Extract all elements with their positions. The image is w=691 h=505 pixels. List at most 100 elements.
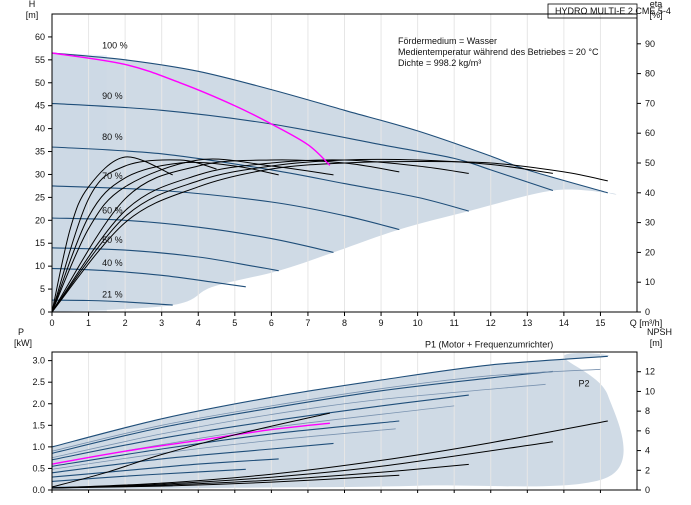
x-tick-label: 11 (450, 318, 459, 328)
speed-curve (51, 185, 400, 231)
p-axis-label: P (18, 327, 24, 337)
x-tick-label: 6 (269, 318, 274, 328)
power-duty-curve (51, 422, 330, 465)
npsh-curve (51, 474, 400, 489)
efficiency-curve (51, 160, 608, 313)
speed-label: 60 % (102, 205, 123, 215)
speed-label: 50 % (102, 235, 123, 245)
efficiency-curve (51, 159, 400, 313)
efficiency-curve (51, 158, 334, 313)
p1-curve (51, 442, 334, 474)
npsh-tick-label: 10 (645, 386, 655, 396)
speed-curve (51, 299, 173, 306)
y-tick-label: 40 (35, 124, 45, 134)
efficiency-curve (51, 156, 173, 313)
y-tick-label: 55 (35, 55, 45, 65)
x-tick-label: 10 (413, 318, 423, 328)
p-tick-label: 1.5 (32, 420, 45, 430)
y2-tick-label: 60 (645, 128, 655, 138)
x-tick-label: 9 (379, 318, 384, 328)
y-tick-label: 30 (35, 169, 45, 179)
npsh-tick-label: 8 (645, 406, 650, 416)
speed-label: 90 % (102, 91, 123, 101)
p1-curve (51, 420, 400, 467)
y-tick-label: 10 (35, 261, 45, 271)
p1-series-label: P1 (Motor + Frequenzumrichter) (425, 340, 553, 350)
y-tick-label: 15 (35, 238, 45, 248)
y2-tick-label: 80 (645, 69, 655, 79)
y2-tick-label: 50 (645, 158, 655, 168)
y2-tick-label: 90 (645, 39, 655, 49)
speed-label: 40 % (102, 258, 123, 268)
chart-title: HYDRO MULTI-E 2 CME 5-4 (555, 6, 671, 16)
x-tick-label: 8 (342, 318, 347, 328)
p1-curve (51, 355, 608, 448)
y-tick-label: 50 (35, 78, 45, 88)
efficiency-curve (51, 159, 217, 313)
speed-curve (51, 52, 608, 194)
y2-axis-label: eta (650, 0, 663, 9)
x-tick-label: 13 (522, 318, 532, 328)
p-tick-label: 0.0 (32, 485, 45, 495)
x-tick-label: 5 (232, 318, 237, 328)
p2-series-label: P2 (579, 379, 590, 389)
x-axis-label: Q [m³/h] (630, 318, 663, 328)
p-tick-label: 3.0 (32, 356, 45, 366)
npsh-curve (51, 420, 608, 489)
speed-curve (51, 102, 554, 192)
x-tick-label: 2 (123, 318, 128, 328)
axes-layer (48, 3, 641, 493)
p2-curve (51, 428, 396, 470)
npsh-tick-label: 6 (645, 426, 650, 436)
y2-axis-unit: [%] (649, 10, 662, 20)
y2-tick-label: 40 (645, 188, 655, 198)
efficiency-curve (51, 161, 279, 313)
y-tick-label: 60 (35, 32, 45, 42)
npsh-curve (51, 441, 553, 489)
npsh-curve (51, 463, 469, 489)
p-tick-label: 1.0 (32, 442, 45, 452)
x-tick-label: 0 (49, 318, 54, 328)
speed-curve (51, 247, 279, 272)
p-tick-label: 0.5 (32, 463, 45, 473)
temperature-note: Medientemperatur während des Betriebes =… (398, 47, 599, 57)
y2-tick-label: 20 (645, 247, 655, 257)
y-tick-label: 20 (35, 215, 45, 225)
y-tick-label: 0 (40, 307, 45, 317)
efficiency-curve (51, 158, 553, 313)
p1-curve (51, 394, 469, 461)
y-axis-label: H (29, 0, 36, 9)
y-tick-label: 45 (35, 101, 45, 111)
y2-tick-label: 0 (645, 307, 650, 317)
speed-label: 70 % (102, 171, 123, 181)
p-tick-label: 2.5 (32, 377, 45, 387)
duty-curve (51, 52, 331, 166)
y2-tick-label: 30 (645, 218, 655, 228)
npsh-tick-label: 2 (645, 465, 650, 475)
p1-curve (51, 458, 279, 478)
npsh-axis-unit: [m] (650, 338, 663, 348)
npsh-tick-label: 4 (645, 446, 650, 456)
density-note: Dichte = 998.2 kg/m³ (398, 58, 481, 68)
x-tick-label: 3 (159, 318, 164, 328)
npsh-axis-label: NPSH (647, 327, 672, 337)
y2-tick-label: 70 (645, 98, 655, 108)
y-tick-label: 35 (35, 147, 45, 157)
y-tick-label: 25 (35, 192, 45, 202)
curve-layer (51, 52, 608, 489)
text-layer: HYDRO MULTI-E 2 CME 5-4 Fördermedium = W… (14, 0, 672, 495)
speed-label: 80 % (102, 132, 123, 142)
speed-curve (51, 267, 246, 288)
x-tick-label: 7 (305, 318, 310, 328)
npsh-tick-label: 12 (645, 367, 655, 377)
speed-label: 21 % (102, 289, 123, 299)
y-tick-label: 5 (40, 284, 45, 294)
npsh-tick-label: 0 (645, 485, 650, 495)
npsh-curve (51, 412, 331, 488)
x-tick-label: 1 (86, 318, 91, 328)
p2-curve (51, 368, 601, 452)
p2-curve (51, 383, 546, 459)
p-axis-unit: [kW] (14, 338, 32, 348)
